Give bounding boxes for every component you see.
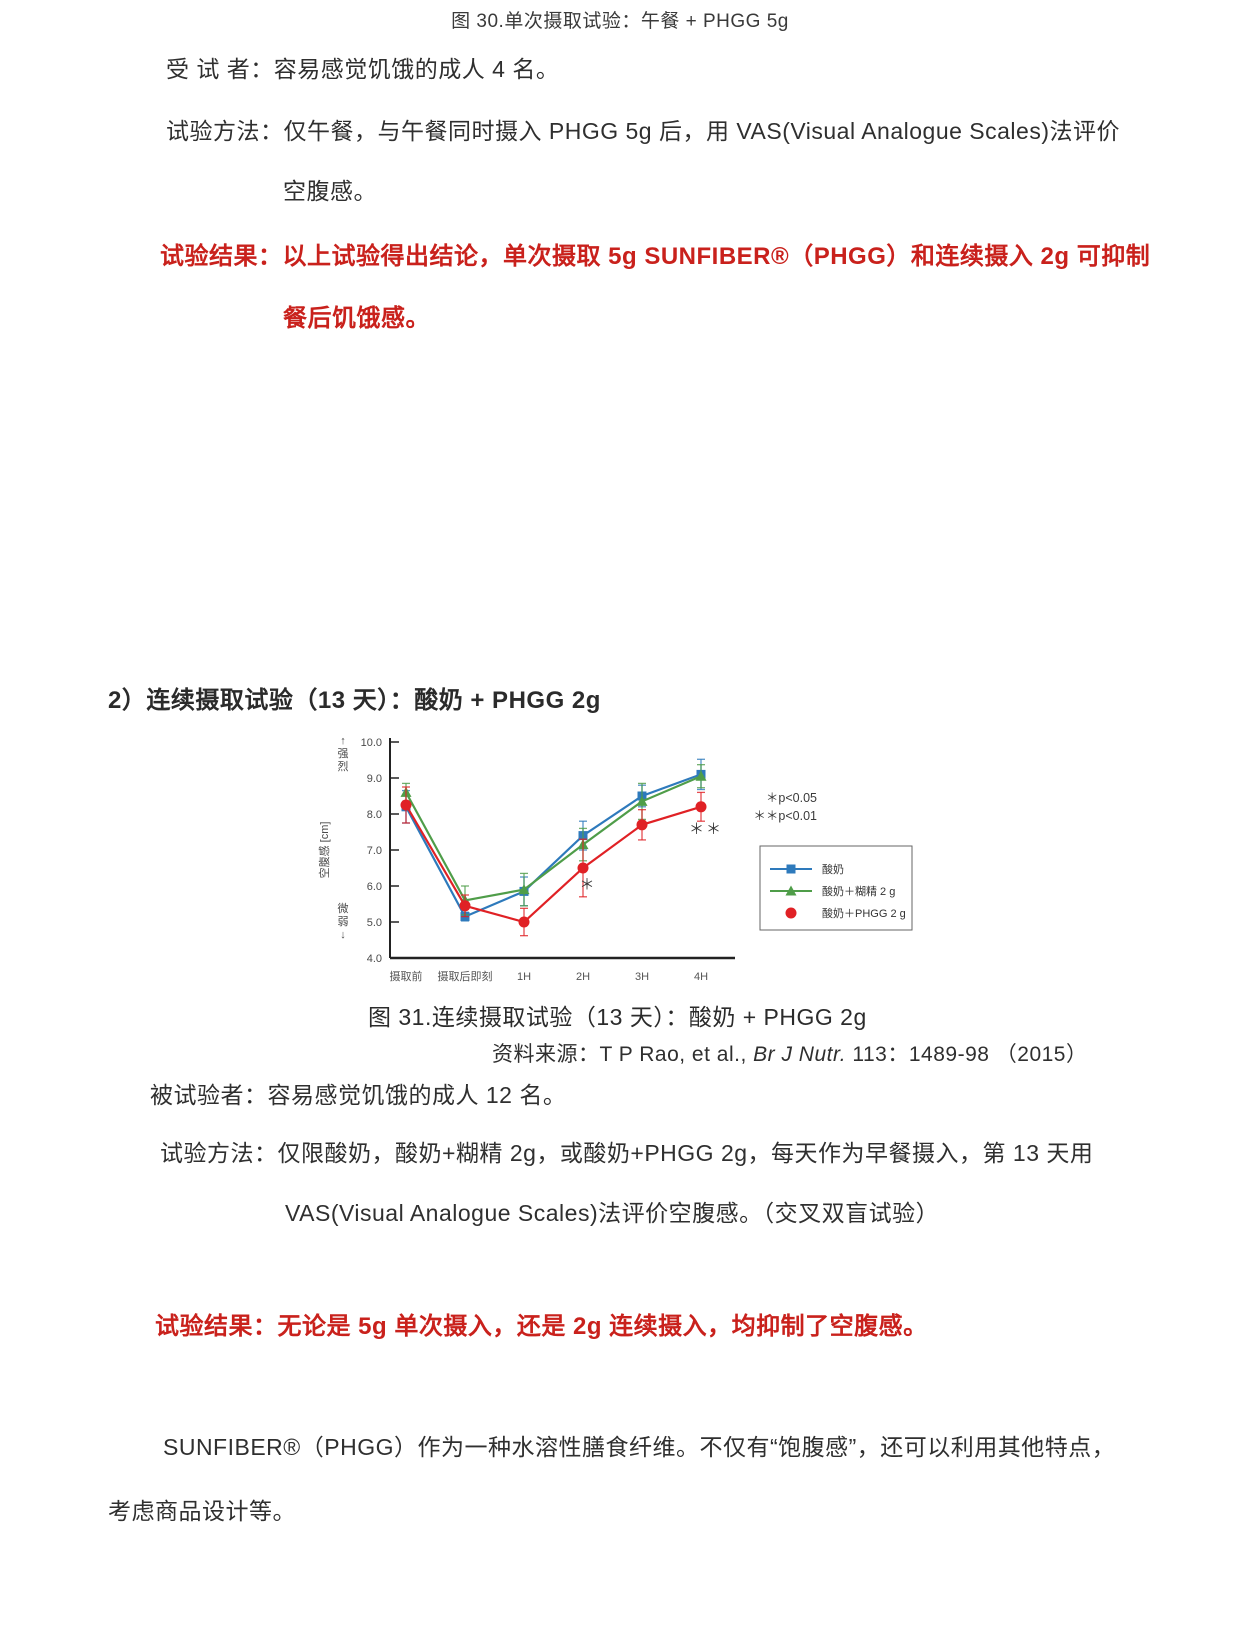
study1-method-line2: 空腹感。 — [283, 178, 377, 204]
study2-result-line: 试验结果：无论是 5g 单次摄入，还是 2g 连续摄入，均抑制了空腹感。 — [155, 1313, 928, 1340]
svg-text:摄取前: 摄取前 — [390, 969, 423, 983]
study2-method-line2: VAS(Visual Analogue Scales)法评价空腹感。（交叉双盲试… — [285, 1200, 940, 1226]
svg-text:4H: 4H — [694, 971, 708, 983]
study1-subjects-line: 受 试 者：容易感觉饥饿的成人 4 名。 — [166, 56, 560, 82]
svg-text:3H: 3H — [635, 971, 649, 983]
svg-text:5.0: 5.0 — [367, 917, 382, 929]
figure31-caption: 图 31.连续摄取试验（13 天）：酸奶 + PHGG 2g — [368, 1004, 867, 1030]
source-prefix: 资料来源：T P Rao, et al., — [492, 1043, 754, 1066]
figure31-chart-area: 10.0 9.0 8.0 7.0 6.0 5.0 4.0 摄取前 摄取后即刻 1H 2H 3H 4H 空腹… — [290, 696, 990, 1006]
study1-method-line1: 试验方法：仅午餐，与午餐同时摄入 PHGG 5g 后，用 VAS(Visual … — [166, 118, 1120, 144]
section2-heading: 2）连续摄取试验（13 天）：酸奶 + PHGG 2g — [108, 687, 601, 714]
svg-text:烈: 烈 — [338, 759, 349, 773]
figure31-chart: 10.0 9.0 8.0 7.0 6.0 5.0 4.0 摄取前 摄取后即刻 1H 2H 3H 4H 空腹… — [317, 735, 913, 983]
closing-paragraph-line1: SUNFIBER®（PHGG）作为一种水溶性膳食纤维。不仅有“饱腹感”，还可以利… — [163, 1434, 1116, 1460]
svg-text:8.0: 8.0 — [367, 809, 382, 821]
svg-text:＊＊: ＊＊ — [689, 821, 723, 838]
svg-text:10.0: 10.0 — [361, 737, 382, 749]
svg-text:空腹感 [cm]: 空腹感 [cm] — [317, 822, 331, 879]
source-suffix: 113：1489-98 （2015） — [846, 1043, 1088, 1066]
study2-method-line1: 试验方法：仅限酸奶，酸奶+糊精 2g，或酸奶+PHGG 2g，每天作为早餐摄入，… — [160, 1140, 1094, 1166]
svg-text:↑: ↑ — [340, 735, 346, 747]
svg-text:9.0: 9.0 — [367, 773, 382, 785]
study2-subjects-line: 被试验者：容易感觉饥饿的成人 12 名。 — [150, 1082, 567, 1108]
svg-text:酸奶: 酸奶 — [822, 862, 844, 876]
svg-text:4.0: 4.0 — [367, 953, 382, 965]
svg-text:弱: 弱 — [338, 915, 349, 928]
svg-text:＊p<0.05: ＊p<0.05 — [766, 791, 817, 805]
svg-text:7.0: 7.0 — [367, 845, 382, 857]
svg-text:＊: ＊ — [579, 877, 596, 894]
svg-text:2H: 2H — [576, 971, 590, 983]
svg-text:＊＊p<0.01: ＊＊p<0.01 — [753, 809, 817, 823]
svg-text:酸奶＋糊精 2 g: 酸奶＋糊精 2 g — [822, 884, 895, 898]
svg-text:微: 微 — [338, 901, 349, 915]
svg-text:强: 强 — [338, 748, 349, 760]
figure30-caption: 图 30.单次摄取试验：午餐 + PHGG 5g — [451, 11, 789, 32]
svg-text:摄取后即刻: 摄取后即刻 — [438, 969, 493, 983]
svg-text:酸奶＋PHGG 2 g: 酸奶＋PHGG 2 g — [822, 906, 906, 920]
source-line: 资料来源：T P Rao, et al., Br J Nutr. 113：148… — [492, 1038, 1087, 1068]
study1-result-line1: 试验结果：以上试验得出结论，单次摄取 5g SUNFIBER®（PHGG）和连续… — [160, 243, 1151, 270]
closing-paragraph-line2: 考虑商品设计等。 — [108, 1498, 296, 1524]
source-journal: Br J Nutr. — [753, 1043, 847, 1066]
svg-text:↓: ↓ — [340, 929, 346, 941]
svg-text:6.0: 6.0 — [367, 881, 382, 893]
svg-text:1H: 1H — [517, 971, 531, 983]
study1-result-line2: 餐后饥饿感。 — [283, 305, 430, 332]
